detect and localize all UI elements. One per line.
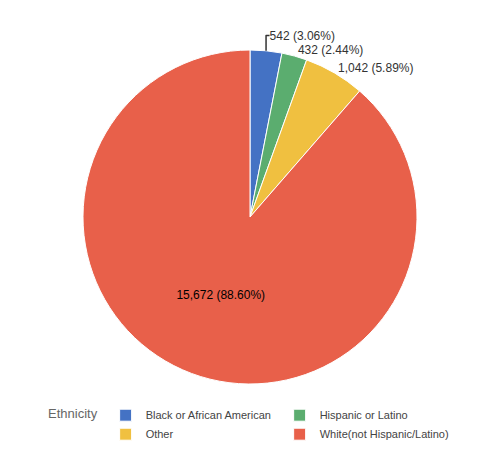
svg-text:432 (2.44%): 432 (2.44%)	[298, 43, 363, 57]
svg-text:1,042 (5.89%): 1,042 (5.89%)	[338, 61, 413, 75]
svg-text:15,672 (88.60%): 15,672 (88.60%)	[176, 288, 265, 302]
svg-text:White(not Hispanic/Latino): White(not Hispanic/Latino)	[320, 428, 449, 440]
svg-text:Ethnicity: Ethnicity	[48, 406, 98, 421]
svg-text:Hispanic or Latino: Hispanic or Latino	[320, 409, 408, 421]
svg-text:Other: Other	[146, 428, 174, 440]
svg-text:542 (3.06%): 542 (3.06%)	[270, 29, 335, 43]
svg-text:Black or African American: Black or African American	[146, 409, 271, 421]
